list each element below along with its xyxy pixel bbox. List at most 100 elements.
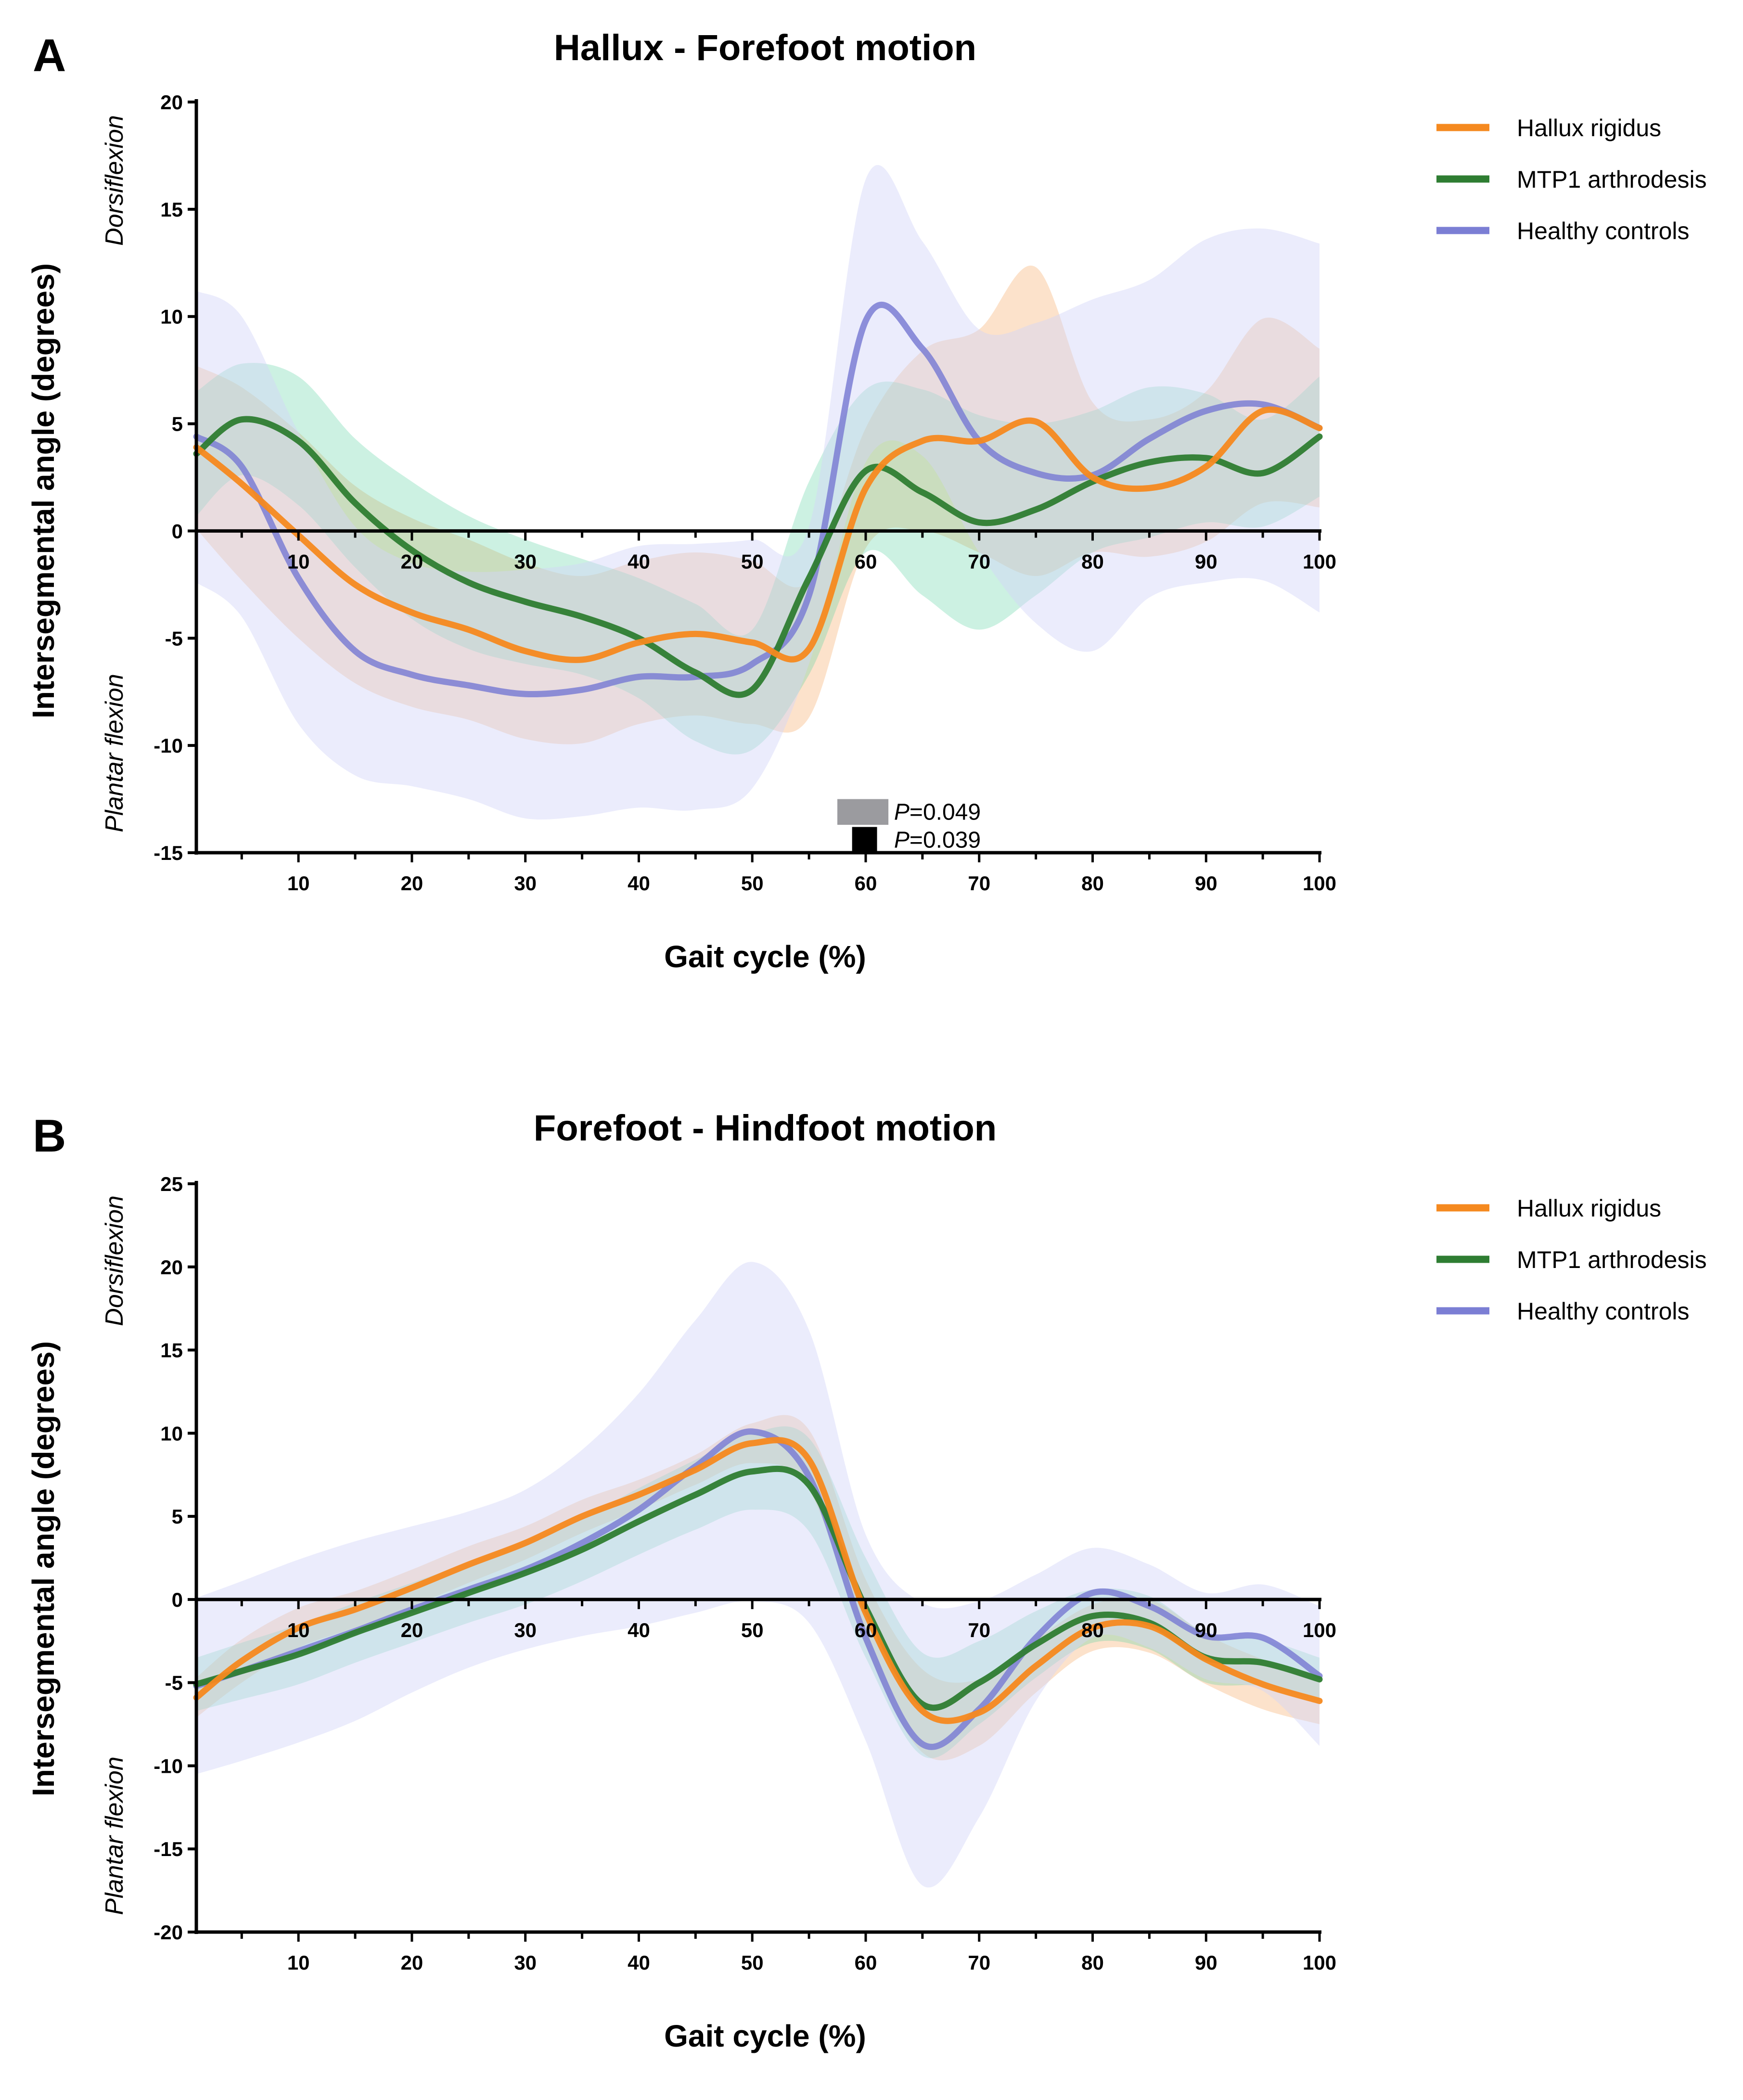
zero-line-tick-label: 50	[741, 550, 764, 573]
zero-line-tick-label: 40	[628, 1619, 650, 1641]
dorsiflexion-label-b: Dorsiflexion	[101, 1195, 128, 1326]
x-tick-label: 70	[968, 1951, 990, 1974]
x-tick-label: 30	[514, 872, 537, 895]
panel-b: B Forefoot - Hindfoot motion Intersegmen…	[26, 1108, 1707, 2053]
series-line-mtp1-arthrodesis	[193, 416, 1323, 698]
x-tick-label: 80	[1081, 872, 1104, 895]
y-tick-label: 15	[160, 198, 183, 221]
zero-line-tick-label: 20	[401, 550, 423, 573]
plantar-flexion-label-a: Plantar flexion	[101, 674, 128, 832]
x-tick-label: 40	[628, 872, 650, 895]
x-tick-label: 80	[1081, 1951, 1104, 1974]
y-tick-label: 5	[172, 413, 183, 435]
y-tick-label: 20	[160, 1256, 183, 1279]
x-tick-label: 40	[628, 1951, 650, 1974]
significance-bar-2	[852, 827, 877, 853]
y-tick-label: 5	[172, 1505, 183, 1528]
axes-a: -15 -10 -5 0 5 10 15 20 10 10 20 20 30 30 40 40 50 50 60 60…	[154, 91, 1336, 895]
zero-line-tick-label: 50	[741, 1619, 764, 1641]
confidence-band-mtp1-arthrodesis	[196, 1426, 1320, 1758]
zero-line-tick-label: 80	[1081, 1619, 1104, 1641]
legend-b: Hallux rigidus MTP1 arthrodesis Healthy …	[1436, 1195, 1707, 1325]
zero-line-tick-label: 30	[514, 550, 537, 573]
y-axis-label-a: Intersegmental angle (degrees)	[26, 263, 61, 718]
y-tick-label: 0	[172, 520, 183, 542]
confidence-band-healthy-controls	[196, 165, 1320, 820]
plantar-flexion-label-b: Plantar flexion	[101, 1756, 128, 1915]
confidence-bands-a	[196, 165, 1320, 820]
x-tick-label: 90	[1195, 872, 1218, 895]
y-tick-label: -10	[154, 1754, 183, 1777]
confidence-band-healthy-controls	[196, 1262, 1320, 1888]
zero-line-tick-label: 40	[628, 550, 650, 573]
y-tick-label: 10	[160, 306, 183, 328]
significance-label-1: P=0.049	[894, 799, 981, 825]
y-tick-label: -5	[165, 627, 183, 650]
zero-line-tick-label: 60	[855, 1619, 877, 1641]
x-tick-label: 20	[401, 1951, 423, 1974]
y-tick-label: -15	[154, 1838, 183, 1860]
y-tick-label: 0	[172, 1588, 183, 1611]
confidence-band-mtp1-arthrodesis	[196, 363, 1320, 755]
confidence-band-hallux-rigidus	[196, 1415, 1320, 1761]
legend-a: Hallux rigidus MTP1 arthrodesis Healthy …	[1436, 115, 1707, 244]
confidence-bands-b	[196, 1262, 1320, 1888]
series-line-healthy-controls	[193, 302, 1323, 697]
zero-line-tick-label: 30	[514, 1619, 537, 1641]
x-tick-label: 30	[514, 1951, 537, 1974]
legend-label-healthy-controls: Healthy controls	[1517, 1298, 1690, 1325]
legend-label-healthy-controls: Healthy controls	[1517, 218, 1690, 244]
x-tick-label: 50	[741, 872, 764, 895]
series-line-hallux-rigidus	[193, 406, 1323, 663]
x-tick-label: 70	[968, 872, 990, 895]
legend-label-hallux-rigidus: Hallux rigidus	[1517, 115, 1661, 141]
x-tick-label: 10	[287, 872, 310, 895]
y-tick-label: 15	[160, 1339, 183, 1362]
y-tick-label: 25	[160, 1173, 183, 1195]
x-tick-label: 90	[1195, 1951, 1218, 1974]
y-tick-label: -10	[154, 734, 183, 757]
zero-line-tick-label: 10	[287, 1619, 310, 1641]
x-tick-label: 20	[401, 872, 423, 895]
legend-label-mtp1-arthrodesis: MTP1 arthrodesis	[1517, 1246, 1707, 1273]
series-line-mtp1-arthrodesis	[193, 1465, 1323, 1711]
x-tick-label: 100	[1303, 872, 1336, 895]
y-tick-label: -5	[165, 1672, 183, 1694]
zero-line-tick-label: 80	[1081, 550, 1104, 573]
chart-title-b: Forefoot - Hindfoot motion	[534, 1108, 997, 1149]
zero-line-tick-label: 70	[968, 550, 990, 573]
y-tick-label: 20	[160, 91, 183, 114]
legend-label-mtp1-arthrodesis: MTP1 arthrodesis	[1517, 166, 1707, 193]
y-tick-label: 10	[160, 1422, 183, 1445]
zero-line-tick-label: 60	[855, 550, 877, 573]
x-tick-label: 60	[855, 872, 877, 895]
zero-line-tick-label: 90	[1195, 550, 1218, 573]
y-tick-label: -15	[154, 842, 183, 864]
y-axis-label-b: Intersegmental angle (degrees)	[26, 1341, 61, 1796]
chart-title-a: Hallux - Forefoot motion	[554, 27, 976, 68]
confidence-band-hallux-rigidus	[196, 265, 1320, 744]
zero-line-tick-label: 100	[1303, 550, 1336, 573]
x-tick-label: 10	[287, 1951, 310, 1974]
zero-line-tick-label: 90	[1195, 1619, 1218, 1641]
dorsiflexion-label-a: Dorsiflexion	[101, 115, 128, 246]
panel-a: A Hallux - Forefoot motion Intersegmenta…	[26, 27, 1707, 974]
x-tick-label: 100	[1303, 1951, 1336, 1974]
x-axis-label-a: Gait cycle (%)	[664, 939, 866, 974]
panel-letter-a: A	[33, 30, 66, 81]
axes-b: -20 -15 -10 -5 0 5 10 15 20 25 10 10 20 20 30 30 40 40 50 5…	[154, 1173, 1336, 1974]
y-tick-label: -20	[154, 1921, 183, 1944]
zero-line-tick-label: 100	[1303, 1619, 1336, 1641]
x-axis-label-b: Gait cycle (%)	[664, 2019, 866, 2053]
x-tick-label: 50	[741, 1951, 764, 1974]
zero-line-tick-label: 70	[968, 1619, 990, 1641]
legend-label-hallux-rigidus: Hallux rigidus	[1517, 1195, 1661, 1222]
mean-lines-a	[193, 302, 1323, 698]
panel-letter-b: B	[33, 1110, 66, 1162]
x-tick-label: 60	[855, 1951, 877, 1974]
zero-line-tick-label: 20	[401, 1619, 423, 1641]
significance-label-2: P=0.039	[894, 827, 981, 853]
zero-line-tick-label: 10	[287, 550, 310, 573]
